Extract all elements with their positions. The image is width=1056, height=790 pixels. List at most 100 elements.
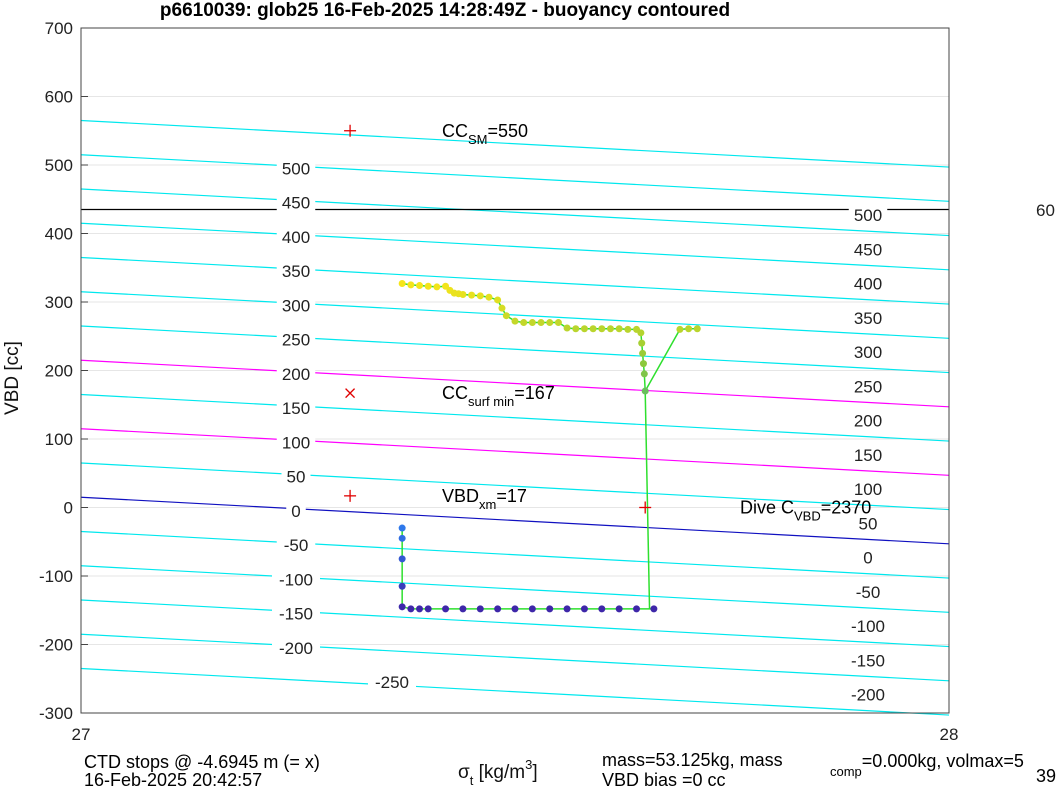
contour-line xyxy=(80,188,950,237)
data-point xyxy=(424,605,432,613)
contour-label-bg xyxy=(276,397,316,418)
x-tick-label: 27 xyxy=(72,725,91,744)
data-point xyxy=(640,370,648,378)
contour-label-bg xyxy=(276,260,316,281)
contour-label-right: 100 xyxy=(854,480,882,499)
data-point xyxy=(511,605,519,613)
contour-label-left: -200 xyxy=(279,639,313,658)
contour-line xyxy=(80,530,950,579)
descent-line xyxy=(644,391,651,609)
y-tick-label: 300 xyxy=(45,293,73,312)
contour-label-left: -50 xyxy=(284,536,309,555)
contour-label-left: -250 xyxy=(375,673,409,692)
contour-label-bg xyxy=(848,306,888,327)
contour-line xyxy=(80,154,950,202)
data-point xyxy=(639,360,647,368)
footer-ctd-stops: CTD stops @ -4.6945 m (= x) xyxy=(84,752,320,772)
contour-label-right: 400 xyxy=(854,275,882,294)
contour-label-bg xyxy=(848,238,888,259)
data-point xyxy=(407,281,415,289)
footer-timestamp: 16-Feb-2025 20:42:57 xyxy=(84,770,262,790)
data-point xyxy=(494,605,502,613)
y-axis-label: VBD [cc] xyxy=(2,341,23,415)
y-tick-label: 100 xyxy=(45,430,73,449)
data-point xyxy=(637,329,645,337)
contour-label-bg xyxy=(272,568,320,589)
contour-label-bg xyxy=(848,478,888,499)
contour-label-bg xyxy=(281,465,311,486)
contour-line xyxy=(80,359,950,408)
contour-label-right: 350 xyxy=(854,309,882,328)
y-tick-label: 700 xyxy=(45,19,73,38)
data-point xyxy=(398,280,406,288)
contour-label-right: -50 xyxy=(856,583,881,602)
contour-label-bg xyxy=(844,649,892,670)
contour-label-bg xyxy=(853,512,883,533)
contour-line xyxy=(80,462,950,511)
contour-label-bg xyxy=(848,443,888,464)
x-axis-label: σt [kg/m3] xyxy=(458,757,538,788)
contour-label-bg xyxy=(848,375,888,396)
marker-annotation: VBDxm=17 xyxy=(442,486,527,512)
data-point xyxy=(572,325,580,333)
data-point xyxy=(693,325,701,333)
series-line xyxy=(402,282,698,394)
contour-label-bg xyxy=(276,431,316,452)
footer-vbd-bias: VBD bias =0 cc xyxy=(602,770,726,790)
data-point xyxy=(433,283,441,291)
contour-label-left: 450 xyxy=(282,194,310,213)
contour-label-bg xyxy=(844,683,892,704)
y-tick-label: 200 xyxy=(45,362,73,381)
data-point xyxy=(416,605,424,613)
data-point xyxy=(563,605,571,613)
data-point xyxy=(528,319,536,327)
data-point xyxy=(476,292,484,300)
data-point xyxy=(554,319,562,327)
contour-line xyxy=(80,393,950,442)
data-point xyxy=(498,304,506,312)
data-point xyxy=(537,319,545,327)
y-tick-label: 600 xyxy=(45,88,73,107)
contour-label-bg xyxy=(276,225,316,246)
contour-label-bg xyxy=(844,615,892,636)
data-point xyxy=(606,325,614,333)
data-point xyxy=(624,325,632,333)
data-point xyxy=(442,282,450,290)
contour-label-left: 250 xyxy=(282,331,310,350)
contour-label-right: -100 xyxy=(851,617,885,636)
contour-label-bg xyxy=(858,546,878,567)
data-point xyxy=(407,605,415,613)
y-tick-label: 400 xyxy=(45,225,73,244)
data-point xyxy=(398,582,406,590)
contour-label-left: -150 xyxy=(279,605,313,624)
x-ticks: 27 28 xyxy=(72,706,958,744)
contour-line xyxy=(80,256,950,305)
data-point xyxy=(546,319,554,327)
contour-label-right: 250 xyxy=(854,377,882,396)
y-tick-label: 0 xyxy=(64,499,73,518)
data-point xyxy=(442,605,450,613)
data-point xyxy=(424,282,432,290)
data-point xyxy=(459,605,467,613)
data-point xyxy=(563,324,571,332)
data-point xyxy=(511,317,519,325)
contour-label-right: -150 xyxy=(851,651,885,670)
footer-comp: comp=0.000kg, volmax=5 xyxy=(830,751,1024,779)
data-point xyxy=(638,339,646,347)
contour-label-left: 400 xyxy=(282,228,310,247)
contour-label-bg xyxy=(368,671,416,692)
data-point xyxy=(459,290,467,298)
contour-label-right: 0 xyxy=(863,549,872,568)
contour-label-bg xyxy=(276,191,316,212)
contour-label-bg xyxy=(276,328,316,349)
contour-label-left: 500 xyxy=(282,159,310,178)
contour-label-right: 150 xyxy=(854,446,882,465)
contour-line xyxy=(80,428,950,476)
data-point xyxy=(633,605,641,613)
data-point xyxy=(494,296,502,304)
y-ticks: 700 600 500 400 300 200 100 0 -100 -200 -300 xyxy=(39,19,88,723)
contour-label-left: 300 xyxy=(282,296,310,315)
contour-label-bg xyxy=(272,636,320,657)
data-point xyxy=(639,349,647,357)
